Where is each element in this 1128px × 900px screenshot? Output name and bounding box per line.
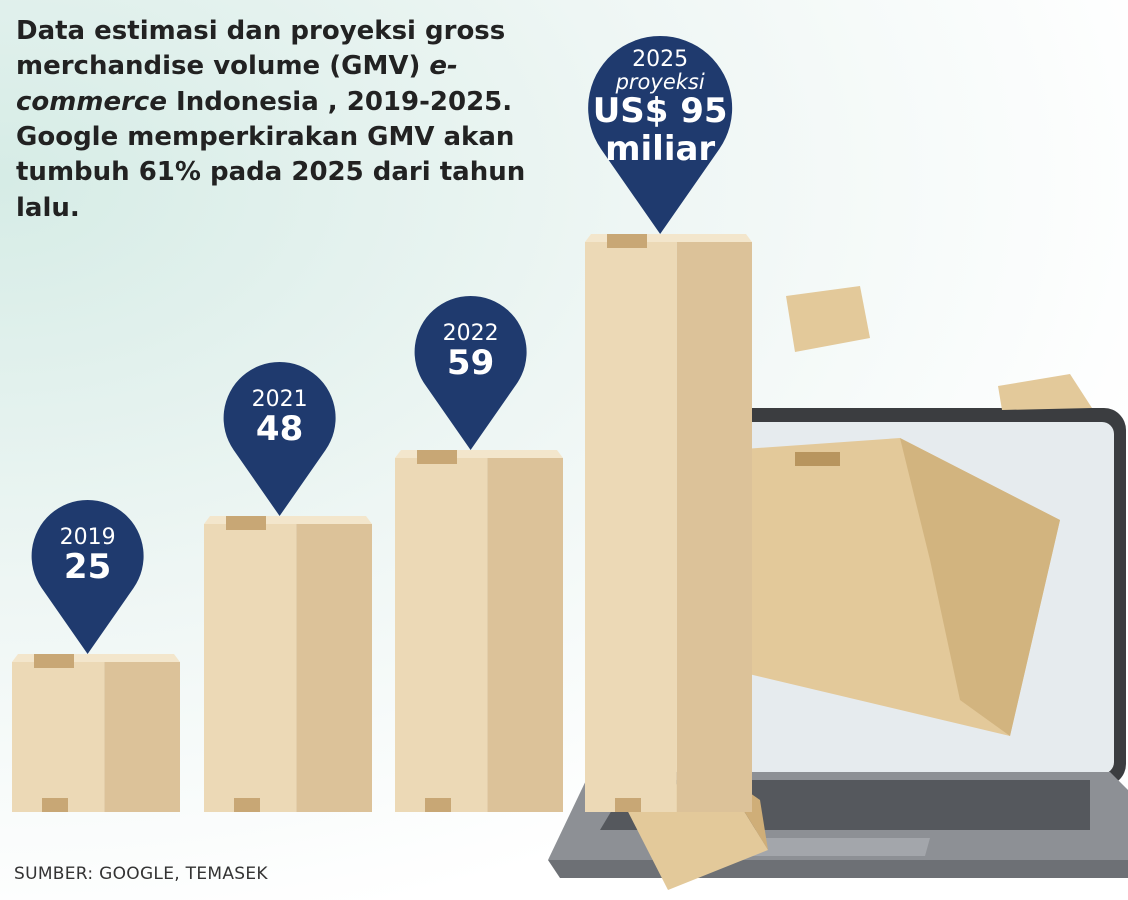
box-side <box>296 524 372 812</box>
chart-title: Data estimasi dan proyeksi gross merchan… <box>16 14 536 226</box>
box-front <box>12 662 105 812</box>
pin <box>223 362 336 516</box>
pin-label: 2019 25 <box>32 500 144 612</box>
box-small <box>786 286 870 352</box>
box-tape <box>607 234 647 248</box>
x-tick-label: 2021 <box>251 386 308 412</box>
value-label: 25 <box>63 546 112 587</box>
laptop-touchpad <box>752 838 930 856</box>
bar <box>395 450 563 812</box>
title-part: Data estimasi dan proyeksi gross merchan… <box>16 16 506 82</box>
box-tape <box>417 450 457 464</box>
box-side <box>487 458 563 812</box>
floating-box <box>622 286 1092 890</box>
box-front <box>585 242 677 812</box>
value-label: 59 <box>446 342 495 383</box>
pin-label: 2022 59 <box>415 296 527 408</box>
bar <box>585 234 752 812</box>
box-tape <box>425 798 451 812</box>
pin <box>31 500 144 654</box>
box-tape <box>34 654 74 668</box>
value-label: 48 <box>255 408 304 449</box>
pin-label: 2021 48 <box>224 362 336 474</box>
source: SUMBER: GOOGLE, TEMASEK <box>14 864 268 884</box>
box-tape <box>42 798 68 812</box>
bar <box>12 654 180 812</box>
box-tape <box>226 516 266 530</box>
value-label: US$ 95 miliar <box>592 91 728 169</box>
x-tick-label: 2019 <box>59 524 116 550</box>
pin <box>588 36 733 234</box>
box-tape <box>615 798 641 812</box>
box-small <box>998 374 1092 410</box>
bars <box>12 36 752 812</box>
box-front <box>204 524 297 812</box>
laptop-edge <box>548 860 1128 878</box>
x-tick-label: 2025 <box>632 47 689 73</box>
title-part: e-commerce <box>16 51 458 117</box>
title-part: Indonesia , 2019-2025. Google memperkira… <box>16 86 526 223</box>
x-tick-label: 2022 <box>442 320 499 346</box>
pin <box>414 296 527 450</box>
box-front <box>395 458 488 812</box>
pin-label: 2025 proyeksi US$ 95 miliar <box>588 36 732 180</box>
box-side <box>900 438 1060 736</box>
box-tape <box>795 452 840 466</box>
box-side <box>104 662 180 812</box>
box-side <box>676 242 752 812</box>
annotation: proyeksi <box>615 70 705 95</box>
box-tape <box>234 798 260 812</box>
bar <box>204 516 372 812</box>
